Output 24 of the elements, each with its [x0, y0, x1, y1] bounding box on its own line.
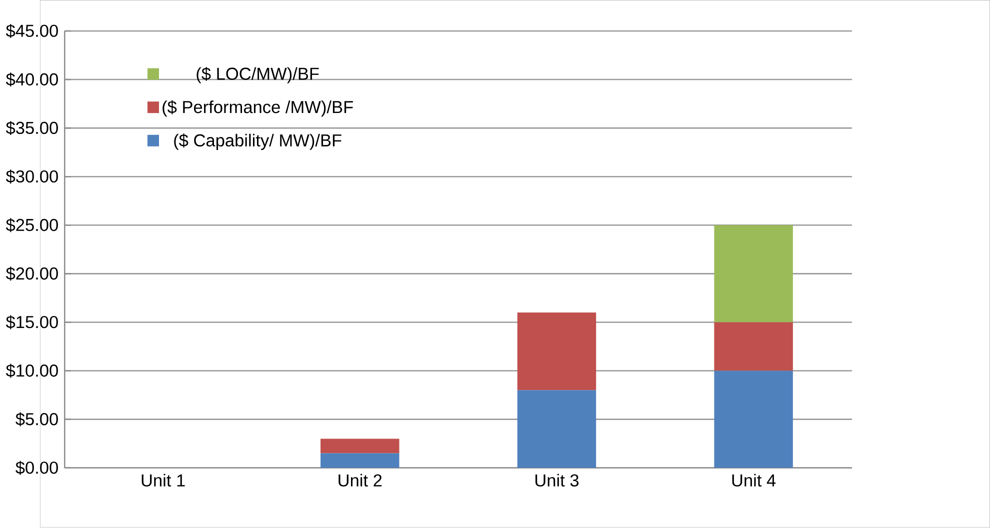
legend-label: ($ LOC/MW)/BF	[196, 67, 319, 84]
bar	[320, 438, 400, 454]
bar	[320, 453, 400, 468]
y-tick-label: $10.00	[6, 364, 58, 378]
y-tick-label: $45.00	[6, 24, 58, 38]
bar	[517, 390, 596, 468]
bar	[517, 312, 596, 390]
bar	[714, 370, 793, 468]
y-tick-label: $0.00	[16, 461, 58, 476]
y-tick-label: $20.00	[6, 266, 58, 281]
bar	[714, 322, 793, 371]
bar	[714, 225, 793, 322]
y-tick-label: $25.00	[6, 218, 58, 232]
legend-label: ($ Performance /MW)/BF	[162, 100, 353, 117]
x-tick-label: Unit 4	[732, 474, 776, 487]
y-tick-label: $5.00	[16, 412, 58, 426]
legend-label: ($ Capability/ MW)/BF	[174, 134, 342, 150]
x-tick-label: Unit 3	[535, 474, 579, 487]
y-tick-label: $30.00	[6, 170, 58, 184]
x-tick-label: Unit 1	[142, 474, 185, 487]
x-tick-label: Unit 2	[338, 474, 382, 487]
y-tick-label: $40.00	[6, 72, 58, 87]
y-tick-label: $35.00	[6, 121, 58, 136]
y-tick-label: $15.00	[6, 315, 58, 330]
